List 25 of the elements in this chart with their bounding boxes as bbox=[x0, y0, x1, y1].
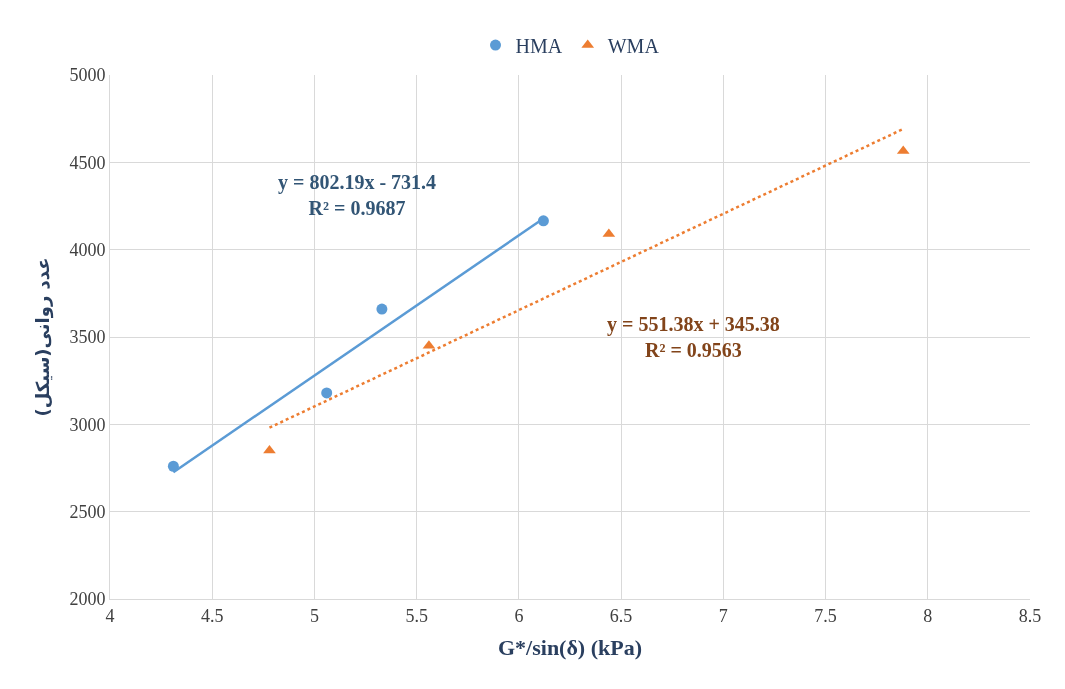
annotation: y = 551.38x + 345.38 R² = 0.9563 bbox=[607, 313, 780, 361]
x-tick-label: 8.5 bbox=[1018, 605, 1042, 626]
x-tick-label: 4.5 bbox=[200, 605, 224, 626]
point bbox=[376, 303, 388, 315]
x-tick-label: 5.5 bbox=[405, 605, 428, 626]
x-axis-title: G*/sin(δ) (kPa) bbox=[497, 635, 643, 661]
x-tick-label: 6 bbox=[514, 605, 524, 626]
x-tick-label: 8 bbox=[923, 605, 933, 626]
x-tick-label: 7.5 bbox=[814, 605, 837, 626]
annotation: y = 802.19x - 731.4 R² = 0.9687 bbox=[278, 171, 437, 219]
y-tick-label: 2500 bbox=[69, 501, 106, 522]
y-tick-label: 4500 bbox=[69, 152, 106, 173]
point bbox=[321, 387, 333, 399]
y-tick-label: 2000 bbox=[69, 589, 106, 610]
x-tick-label: 7 bbox=[718, 605, 728, 626]
y-tick-label: 4000 bbox=[69, 239, 106, 260]
x-tick-label: 5 bbox=[309, 605, 319, 626]
y-tick-label: 3000 bbox=[69, 414, 106, 435]
x-tick-label: 6.5 bbox=[609, 605, 633, 626]
y-tick-label: 5000 bbox=[69, 65, 106, 86]
legend-label: HMA bbox=[515, 34, 563, 57]
legend-label: WMA bbox=[607, 34, 660, 57]
y-axis-title: عدد روانی(سیکل) bbox=[31, 257, 54, 417]
x-tick-label: 4 bbox=[105, 605, 115, 626]
y-tick-label: 3500 bbox=[69, 327, 106, 348]
